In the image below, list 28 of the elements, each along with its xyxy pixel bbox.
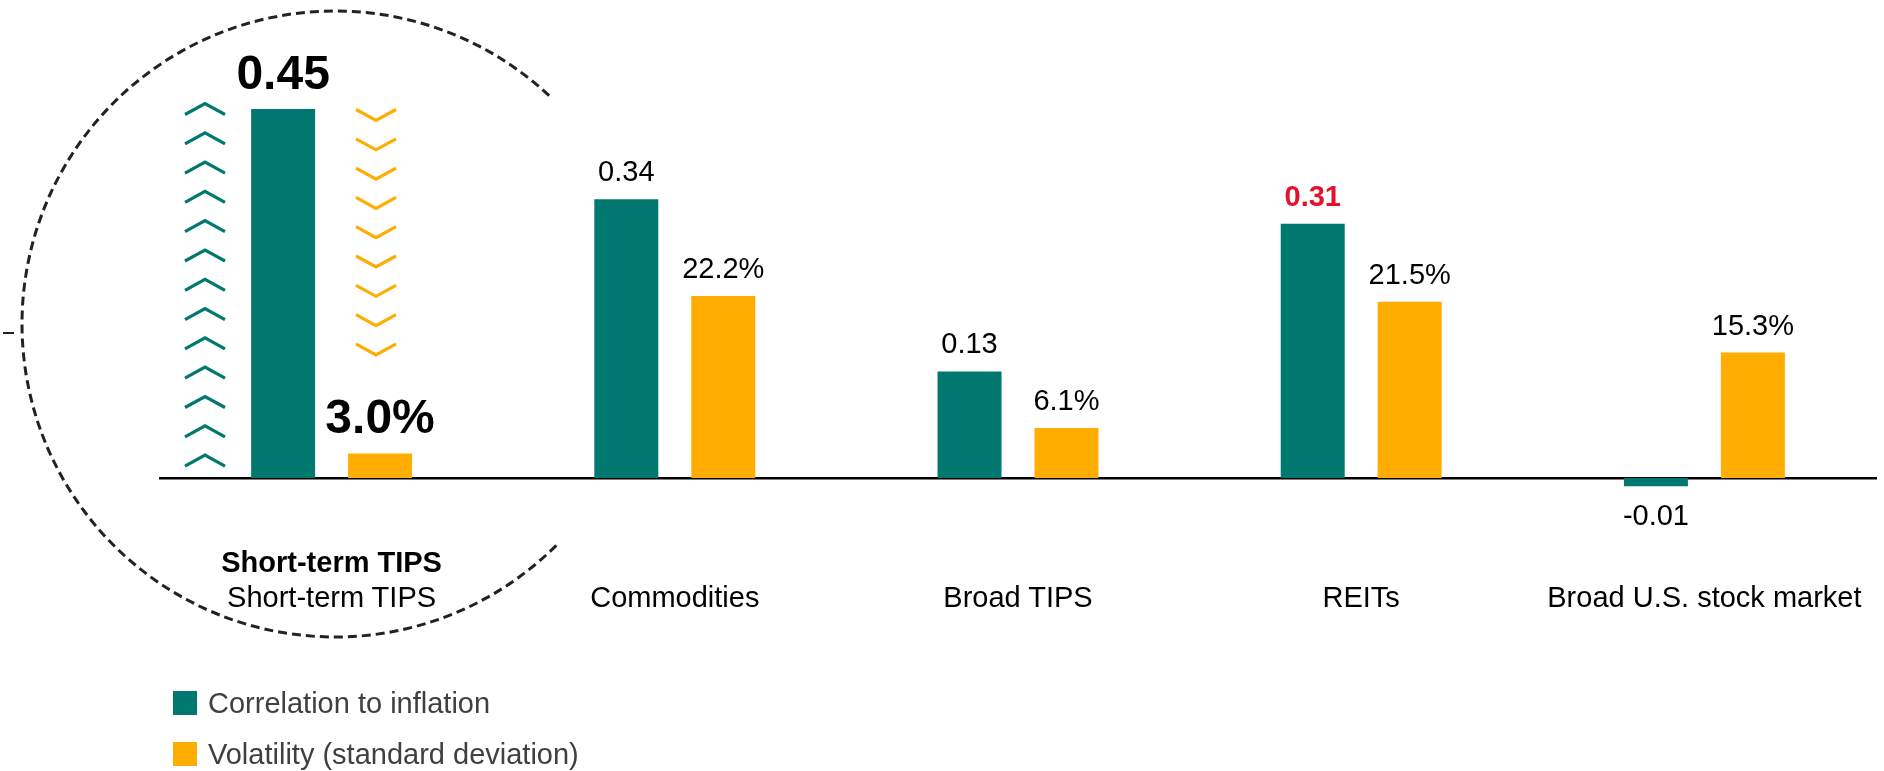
- bar: [1034, 427, 1099, 478]
- bar: [1377, 301, 1442, 478]
- data-label: 0.34: [598, 155, 655, 188]
- bar: [937, 371, 1002, 478]
- data-label: 15.3%: [1711, 308, 1794, 341]
- bar: [1280, 223, 1345, 478]
- data-label: 0.13: [941, 327, 998, 360]
- x-tick-label: Commodities: [590, 581, 760, 614]
- data-label: 22.2%: [682, 251, 765, 284]
- data-label: -0.01: [1622, 498, 1689, 531]
- x-tick-label: Broad U.S. stock market: [1547, 581, 1862, 614]
- data-label: 0.45: [236, 46, 330, 99]
- data-label: 21.5%: [1368, 257, 1451, 290]
- legend-label: Volatility (standard deviation): [208, 737, 579, 770]
- bar: [691, 295, 756, 478]
- legend-label: Correlation to inflation: [208, 686, 491, 719]
- bar: [251, 109, 316, 478]
- bar: [1623, 478, 1688, 487]
- data-label: 0.31: [1284, 179, 1341, 212]
- data-label: 3.0%: [325, 390, 435, 444]
- bar: [348, 453, 413, 478]
- text: Short-term TIPS: [221, 546, 442, 578]
- x-tick-label: Short-term TIPS: [227, 581, 437, 614]
- bar: [594, 199, 659, 478]
- data-label: 6.1%: [1033, 383, 1100, 416]
- x-tick-label: REITs: [1322, 581, 1400, 614]
- bar: [1720, 352, 1785, 478]
- x-tick-label: Broad TIPS: [943, 581, 1093, 614]
